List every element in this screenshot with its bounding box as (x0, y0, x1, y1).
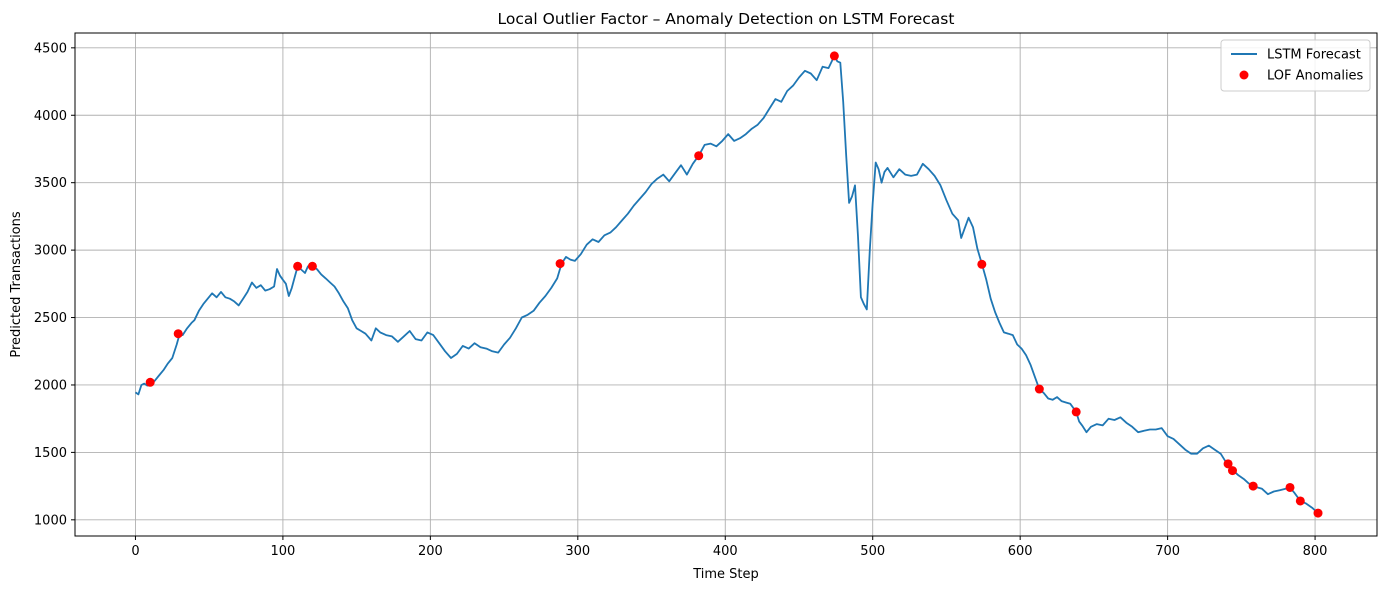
anomaly-point (829, 51, 839, 61)
legend: LSTM Forecast LOF Anomalies (1220, 39, 1371, 92)
anomaly-point (145, 377, 155, 387)
anomaly-point (307, 261, 317, 271)
chart-title: Local Outlier Factor – Anomaly Detection… (498, 10, 955, 28)
anomaly-point (1313, 508, 1323, 518)
legend-label: LOF Anomalies (1267, 69, 1364, 84)
anomaly-point (1071, 407, 1081, 417)
anomaly-point (1295, 496, 1305, 506)
y-tick-label: 3500 (34, 176, 67, 191)
x-axis-label: Time Step (692, 567, 759, 582)
x-tick-label: 300 (565, 544, 590, 559)
anomaly-point (1285, 482, 1295, 492)
plot-series (134, 51, 1323, 518)
anomaly-point (1227, 466, 1237, 476)
y-tick-label: 4500 (34, 41, 67, 56)
x-tick-label: 200 (418, 544, 443, 559)
anomaly-point (1223, 459, 1233, 469)
y-tick-label: 4000 (34, 109, 67, 124)
axis-ticks: 0 100 200 300 400 500 600 700 800 1000 1500 2000 250… (34, 41, 1328, 559)
x-tick-label: 500 (860, 544, 885, 559)
anomaly-point (293, 261, 303, 271)
forecast-line (134, 55, 1319, 514)
y-tick-label: 1000 (34, 513, 67, 528)
x-tick-label: 0 (131, 544, 139, 559)
x-tick-label: 800 (1303, 544, 1328, 559)
x-tick-label: 400 (713, 544, 738, 559)
anomaly-point (1034, 384, 1044, 394)
x-tick-label: 700 (1155, 544, 1180, 559)
anomaly-point (1248, 481, 1258, 491)
y-tick-label: 2500 (34, 311, 67, 326)
legend-label: LSTM Forecast (1267, 48, 1361, 63)
grid (75, 33, 1377, 536)
y-tick-label: 1500 (34, 446, 67, 461)
y-tick-label: 3000 (34, 244, 67, 259)
x-tick-label: 100 (270, 544, 295, 559)
legend-frame (1220, 39, 1371, 92)
anomaly-point (555, 259, 565, 269)
anomaly-point (977, 259, 987, 269)
x-tick-label: 600 (1008, 544, 1033, 559)
y-tick-label: 2000 (34, 378, 67, 393)
legend-marker-swatch (1239, 70, 1249, 80)
anomaly-point (173, 329, 183, 339)
y-axis-label: Predicted Transactions (9, 211, 24, 358)
anomaly-point (694, 151, 704, 161)
plot-frame (74, 32, 1378, 537)
